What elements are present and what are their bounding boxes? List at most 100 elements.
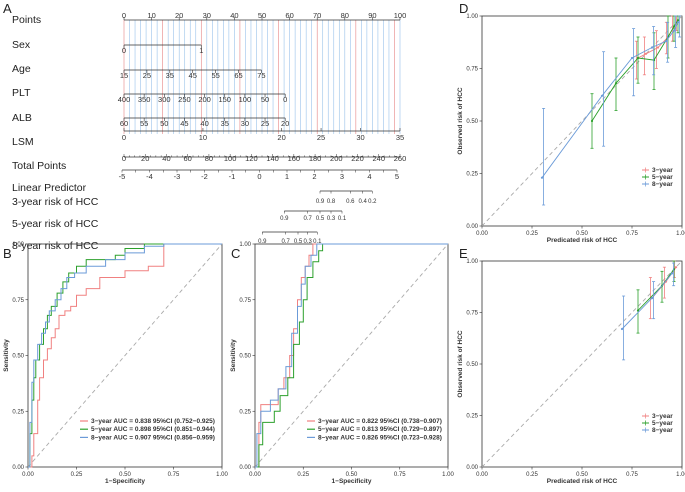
nomogram-tick-label: 65	[234, 71, 242, 80]
calibration-panel-e: 0.00 0.25 0.50 0.75 1.00 0.00 0.25 0.50 0.75 1.00…	[457, 259, 685, 485]
calibration-point	[590, 119, 594, 123]
x-tick-label: 0.25	[297, 472, 309, 478]
x-tick-label: 0.50	[576, 231, 588, 237]
y-tick-label: 0.25	[239, 409, 251, 415]
linear-predictor-tick-label: 3	[340, 172, 344, 181]
risk8-tick-label: 0.3	[303, 239, 312, 245]
nomogram-tick-label: 0	[122, 46, 126, 55]
linear-predictor-tick-label: 1	[285, 172, 289, 181]
y-tick-label: 0.25	[12, 409, 24, 415]
nomogram-tick-label: 75	[257, 71, 265, 80]
total-points-label: Total Points	[12, 160, 66, 172]
total-points-tick-label: 200	[330, 154, 343, 163]
x-tick-label: 0.50	[346, 472, 358, 478]
nomogram-tick-label: 10	[199, 133, 207, 142]
x-tick-label: 0.25	[526, 231, 538, 237]
roc-curve-3−year	[28, 243, 222, 468]
x-axis-title: 1−Specificity	[332, 478, 372, 485]
linear-predictor-label: Linear Predictor	[12, 182, 87, 194]
y-axis-title: Sensitivity	[3, 339, 10, 372]
y-tick-label: 1.00	[466, 14, 478, 20]
roc-curve-8−year	[255, 243, 448, 468]
nomogram-tick-label: 250	[178, 95, 191, 104]
total-points-tick-label: 180	[309, 154, 322, 163]
total-points-tick-label: 120	[245, 154, 258, 163]
legend-entry: 8−year	[652, 427, 673, 434]
nomogram-tick-label: 35	[221, 119, 229, 128]
reference-diagonal	[27, 243, 223, 468]
risk8-tick-label: 0.1	[313, 239, 322, 245]
y-tick-label: 0.75	[12, 298, 24, 304]
y-tick-label: 0.00	[466, 224, 478, 230]
linear-predictor-tick-label: 2	[312, 172, 316, 181]
nomogram-row-label: Age	[12, 63, 31, 75]
calibration-point	[636, 56, 640, 60]
nomogram-tick-label: 70	[313, 11, 321, 20]
nomogram-tick-label: 60	[120, 119, 128, 128]
calibration-point	[620, 327, 624, 331]
x-axis-title: Predicated risk of HCC	[547, 237, 618, 244]
x-tick-label: 0.75	[626, 472, 638, 478]
nomogram-tick-label: 100	[394, 11, 407, 20]
nomogram-tick-label: 15	[120, 71, 128, 80]
nomogram-tick-label: 30	[356, 133, 364, 142]
x-tick-label: 0.50	[119, 472, 131, 478]
total-points-tick-label: 80	[205, 154, 213, 163]
nomogram-tick-label: 80	[341, 11, 349, 20]
linear-predictor-tick-label: -4	[146, 172, 153, 181]
nomogram-tick-label: 10	[147, 11, 155, 20]
calibration-point	[650, 46, 654, 49]
nomogram-tick-label: 55	[211, 71, 219, 80]
nomogram-tick-label: 30	[241, 119, 249, 128]
total-points-tick-label: 240	[373, 154, 386, 163]
y-tick-label: 0.00	[12, 465, 24, 471]
total-points-tick-label: 60	[184, 154, 192, 163]
linear-predictor-tick-label: 0	[257, 172, 261, 181]
x-tick-label: 0.50	[576, 472, 588, 478]
legend-entry: 3−year AUC = 0.838 95%CI (0.752−0.925)	[91, 418, 215, 425]
nomogram-tick-label: 90	[368, 11, 376, 20]
calibration-panel-d: 0.00 0.25 0.50 0.75 1.00 0.00 0.25 0.50 0.75 1.00…	[457, 14, 685, 244]
reference-diagonal	[481, 260, 683, 468]
calibration-point	[664, 40, 668, 43]
risk3-tick-label: 0.8	[327, 199, 336, 205]
nomogram-tick-label: 20	[277, 133, 285, 142]
nomogram-tick-label: 25	[143, 71, 151, 80]
nomogram-tick-label: 0	[283, 95, 287, 104]
total-points-tick-label: 40	[162, 154, 170, 163]
panel-letter-e: E	[459, 246, 468, 261]
x-tick-label: 1.00	[442, 472, 454, 478]
x-axis-title: 1−Specificity	[105, 478, 145, 485]
calibration-point	[656, 46, 660, 49]
panel-letter-a: A	[3, 1, 12, 16]
risk8-tick-label: 0.9	[258, 239, 267, 245]
calibration-point	[636, 309, 640, 312]
nomogram-tick-label: 0	[122, 11, 126, 20]
linear-predictor-tick-label: -1	[229, 172, 236, 181]
legend-entry: 3−year AUC = 0.822 95%CI (0.738−0.907)	[318, 418, 442, 425]
calibration-point	[674, 266, 678, 269]
y-tick-label: 0.75	[239, 298, 251, 304]
x-tick-label: 0.00	[22, 472, 34, 478]
x-tick-label: 1.00	[676, 231, 685, 237]
y-tick-label: 0.75	[466, 67, 478, 73]
legend-entry: 5−year	[652, 420, 673, 427]
nomogram-tick-label: 400	[118, 95, 131, 104]
nomogram-tick-label: 200	[198, 95, 211, 104]
risk3-tick-label: 0.9	[316, 199, 325, 205]
nomogram-tick-label: 20	[281, 119, 289, 128]
linear-predictor-tick-label: -3	[174, 172, 181, 181]
nomogram-tick-label: 50	[261, 95, 269, 104]
reference-diagonal	[254, 243, 449, 468]
legend-entry: 5−year	[652, 174, 673, 181]
linear-predictor-tick-label: -2	[201, 172, 208, 181]
calibration-line-5−year	[591, 19, 679, 122]
y-tick-label: 0.25	[466, 172, 478, 178]
total-points-tick-label: 260	[394, 154, 407, 163]
roc-panel-b: 0.00 0.25 0.50 0.75 1.00 0.00 0.25 0.50 0.75 1.00…	[3, 242, 228, 485]
legend-entry: 8−year AUC = 0.826 95%CI (0.723−0.928)	[318, 434, 442, 441]
y-tick-label: 1.00	[239, 242, 251, 248]
risk5-label: 5-year risk of HCC	[12, 218, 99, 230]
nomogram-row-label: ALB	[12, 112, 32, 124]
